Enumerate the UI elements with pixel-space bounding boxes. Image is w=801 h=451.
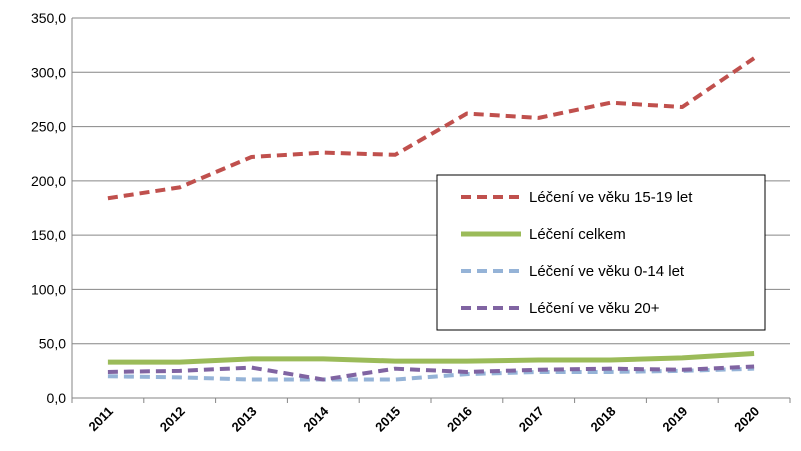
- x-tick-label: 2017: [516, 404, 547, 435]
- x-tick-label: 2019: [659, 404, 690, 435]
- x-tick-label: 2016: [444, 404, 475, 435]
- x-tick-label: 2011: [85, 404, 116, 435]
- y-tick-label: 300,0: [31, 64, 66, 80]
- y-tick-label: 250,0: [31, 119, 66, 135]
- legend-label: Léčení ve věku 20+: [529, 300, 660, 317]
- x-tick-label: 2020: [731, 404, 762, 435]
- x-tick-label: 2015: [372, 404, 403, 435]
- y-tick-label: 50,0: [39, 336, 66, 352]
- y-tick-label: 0,0: [47, 390, 67, 406]
- legend-label: Léčení ve věku 0-14 let: [529, 263, 685, 280]
- x-tick-label: 2018: [588, 404, 619, 435]
- y-tick-label: 200,0: [31, 173, 66, 189]
- y-tick-label: 100,0: [31, 281, 66, 297]
- x-tick-label: 2013: [229, 404, 260, 435]
- legend-label: Léčení ve věku 15-19 let: [529, 189, 693, 206]
- x-tick-label: 2014: [300, 403, 332, 435]
- y-tick-label: 350,0: [31, 10, 66, 26]
- series-line: [107, 364, 755, 382]
- legend-box: [436, 174, 766, 331]
- legend-label: Léčení celkem: [529, 226, 626, 243]
- series-line: [107, 366, 755, 382]
- x-tick-label: 2012: [157, 404, 188, 435]
- y-tick-label: 150,0: [31, 227, 66, 243]
- series-line: [107, 350, 755, 365]
